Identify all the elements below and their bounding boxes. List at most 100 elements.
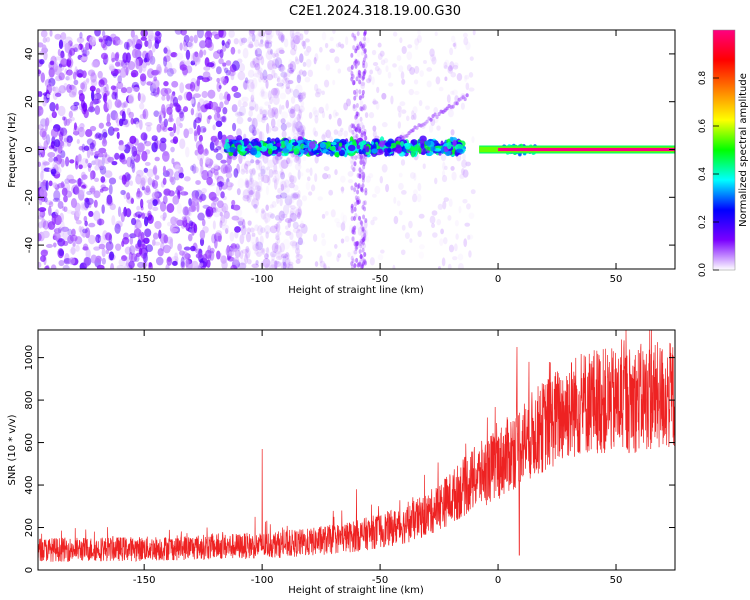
spectrogram-blob — [105, 35, 113, 47]
spectrogram-blob — [41, 130, 47, 141]
spectrogram-blob — [191, 163, 197, 175]
spectrogram-blob — [258, 131, 265, 142]
spectrogram-blob — [80, 82, 85, 90]
spectrogram-blob — [274, 57, 283, 69]
spectrogram-blob — [64, 156, 70, 167]
spectrogram-blob — [288, 263, 294, 269]
spectrogram-blob — [150, 91, 158, 97]
spectrogram-blob — [248, 30, 255, 37]
spectrogram-blob — [90, 72, 97, 83]
spectrogram-blob — [221, 115, 227, 123]
spectrogram-blob — [335, 143, 339, 148]
spectrogram-blob — [284, 256, 292, 267]
spectrogram-blob — [351, 74, 355, 80]
spectrogram-blob — [338, 149, 346, 157]
spectrogram-blob — [126, 156, 133, 168]
spectrogram-blob — [135, 243, 142, 249]
spectrogram-blob — [288, 261, 294, 266]
spectrogram-blob — [158, 110, 164, 116]
spectrogram-blob — [362, 214, 366, 220]
spectrogram-blob — [295, 156, 301, 164]
spectrogram-blob — [77, 73, 83, 78]
spectrogram-blob — [343, 102, 349, 111]
spectrogram-blob — [152, 199, 158, 207]
spectrogram-blob — [148, 262, 153, 268]
spectrogram-blob — [387, 147, 392, 153]
spectrogram-blob — [66, 135, 73, 143]
spectrogram-blob — [352, 187, 357, 195]
spectrogram-blob — [408, 220, 413, 229]
spectrogram-blob — [120, 189, 126, 196]
spectrogram-blob — [251, 33, 256, 42]
spectrogram-blob — [351, 229, 355, 235]
spectrogram-blob — [317, 196, 323, 201]
spectrogram-blob — [335, 43, 341, 48]
spectrogram-blob — [276, 119, 283, 128]
spectrogram-blob — [471, 136, 475, 144]
spectrogram-blob — [362, 74, 366, 80]
spectrogram-blob — [360, 238, 364, 244]
spectrogram-blob — [431, 56, 437, 65]
spectrogram-blob — [77, 153, 82, 162]
spectrogram-blob — [53, 65, 62, 76]
spectrogram-blob — [258, 43, 265, 48]
spectrogram-blob — [278, 218, 282, 224]
spectrogram-blob — [261, 115, 268, 121]
spectrogram-blob — [247, 43, 254, 49]
spectrogram-blob — [239, 250, 244, 260]
spectrogram-blob — [55, 154, 62, 165]
spectrogram-blob — [273, 260, 280, 265]
spectrogram-blob — [210, 101, 219, 111]
spectrogram-blob — [357, 72, 361, 78]
spectrogram-blob — [295, 121, 301, 129]
spectrogram-blob — [116, 220, 123, 226]
spectrogram-blob — [266, 166, 271, 171]
spectrogram-blob — [63, 206, 68, 213]
spectrogram-blob — [386, 142, 392, 148]
spectrogram-blob — [171, 260, 178, 266]
spectrogram-blob — [363, 70, 367, 76]
spectrogram-blob — [254, 184, 262, 192]
spectrogram-blob — [313, 109, 320, 118]
spectrogram-blob — [435, 115, 439, 120]
spectrogram-blob — [284, 218, 293, 223]
spectrogram-blob — [38, 105, 44, 117]
spectrogram-blob — [275, 155, 280, 165]
spectrogram-blob — [186, 59, 191, 66]
spectrogram-blob — [93, 199, 98, 208]
spectrogram-blob — [237, 144, 243, 151]
spectrogram-blob — [252, 73, 261, 78]
spectrogram-blob — [245, 246, 250, 253]
spectrogram-blob — [364, 218, 368, 224]
spectrogram-blob — [468, 234, 474, 240]
spectrogram-blob — [220, 164, 228, 175]
spectrogram-blob — [177, 108, 185, 115]
spectrogram-blob — [146, 81, 153, 86]
spectrogram-blob — [66, 137, 72, 147]
spectrogram-blob — [120, 211, 125, 223]
spectrogram-blob — [270, 49, 274, 55]
spectrogram-blob — [102, 131, 108, 138]
spectrogram-blob — [272, 87, 280, 99]
spectrogram-blob — [66, 84, 72, 93]
spectrogram-blob — [287, 63, 294, 70]
spectrogram-blob — [323, 264, 327, 269]
spectrogram-blob — [381, 164, 388, 173]
spectrogram-blob — [54, 56, 62, 61]
spectrogram-blob — [44, 121, 48, 132]
spectrogram-blob — [264, 253, 269, 260]
spectrogram-blob — [257, 30, 266, 38]
spectrogram-blob — [173, 123, 177, 134]
spectrogram-blob — [279, 179, 287, 188]
spectrogram-blob — [340, 43, 345, 49]
spectrogram-blob — [279, 79, 285, 89]
spectrogram-blob — [276, 212, 284, 221]
spectrogram-blob — [296, 130, 303, 139]
spectrogram-blob — [332, 79, 336, 86]
spectrogram-blob — [218, 85, 222, 90]
spectrogram-blob — [204, 57, 210, 67]
spectrogram-blob — [114, 53, 119, 62]
spectrogram-blob — [265, 204, 269, 211]
spectrogram-blob — [265, 50, 273, 61]
spectrogram-blob — [358, 73, 362, 79]
